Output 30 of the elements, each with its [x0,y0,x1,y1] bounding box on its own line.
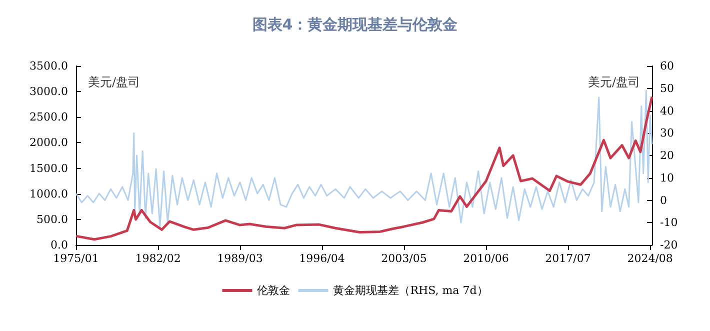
x-tick-label: 2017/07 [545,252,591,265]
x-tick-label: 2024/08 [627,252,673,265]
y-tick-label: 0.0 [50,238,68,252]
y2-tick-label: -10 [660,216,678,230]
legend-label: 黄金期现基差（RHS, ma 7d） [333,284,488,297]
x-tick-label: 1996/04 [299,252,345,265]
x-tick-label: 1982/02 [135,252,181,265]
y-tick-label: 2000.0 [30,136,68,150]
y2-axis-title: 美元/盘司 [588,75,640,89]
y-tick-label: 1000.0 [30,187,68,200]
y-tick-label: 1500.0 [30,162,68,175]
x-tick-label: 1975/01 [53,252,99,265]
y2-tick-label: 40 [660,104,674,118]
y-tick-label: 3500.0 [30,60,68,72]
legend-label: 伦敦金 [257,284,290,297]
chart-title: 图表4：黄金期现基差与伦敦金 [252,16,458,34]
y2-tick-label: 0 [660,194,667,207]
x-tick-label: 1989/03 [217,252,263,265]
x-tick-label: 2003/05 [381,252,427,265]
y2-tick-label: 10 [660,171,674,184]
y2-tick-label: 20 [660,149,674,162]
y-tick-label: 3000.0 [30,85,68,98]
y-axis-title: 美元/盘司 [88,75,140,89]
y2-tick-label: 60 [660,60,674,72]
x-tick-label: 2010/06 [463,252,509,265]
y-tick-label: 2500.0 [30,110,68,124]
y2-tick-label: 30 [660,126,674,140]
y-tick-label: 500.0 [36,212,68,226]
y2-tick-label: 50 [660,82,674,95]
y2-tick-label: -20 [660,238,678,252]
